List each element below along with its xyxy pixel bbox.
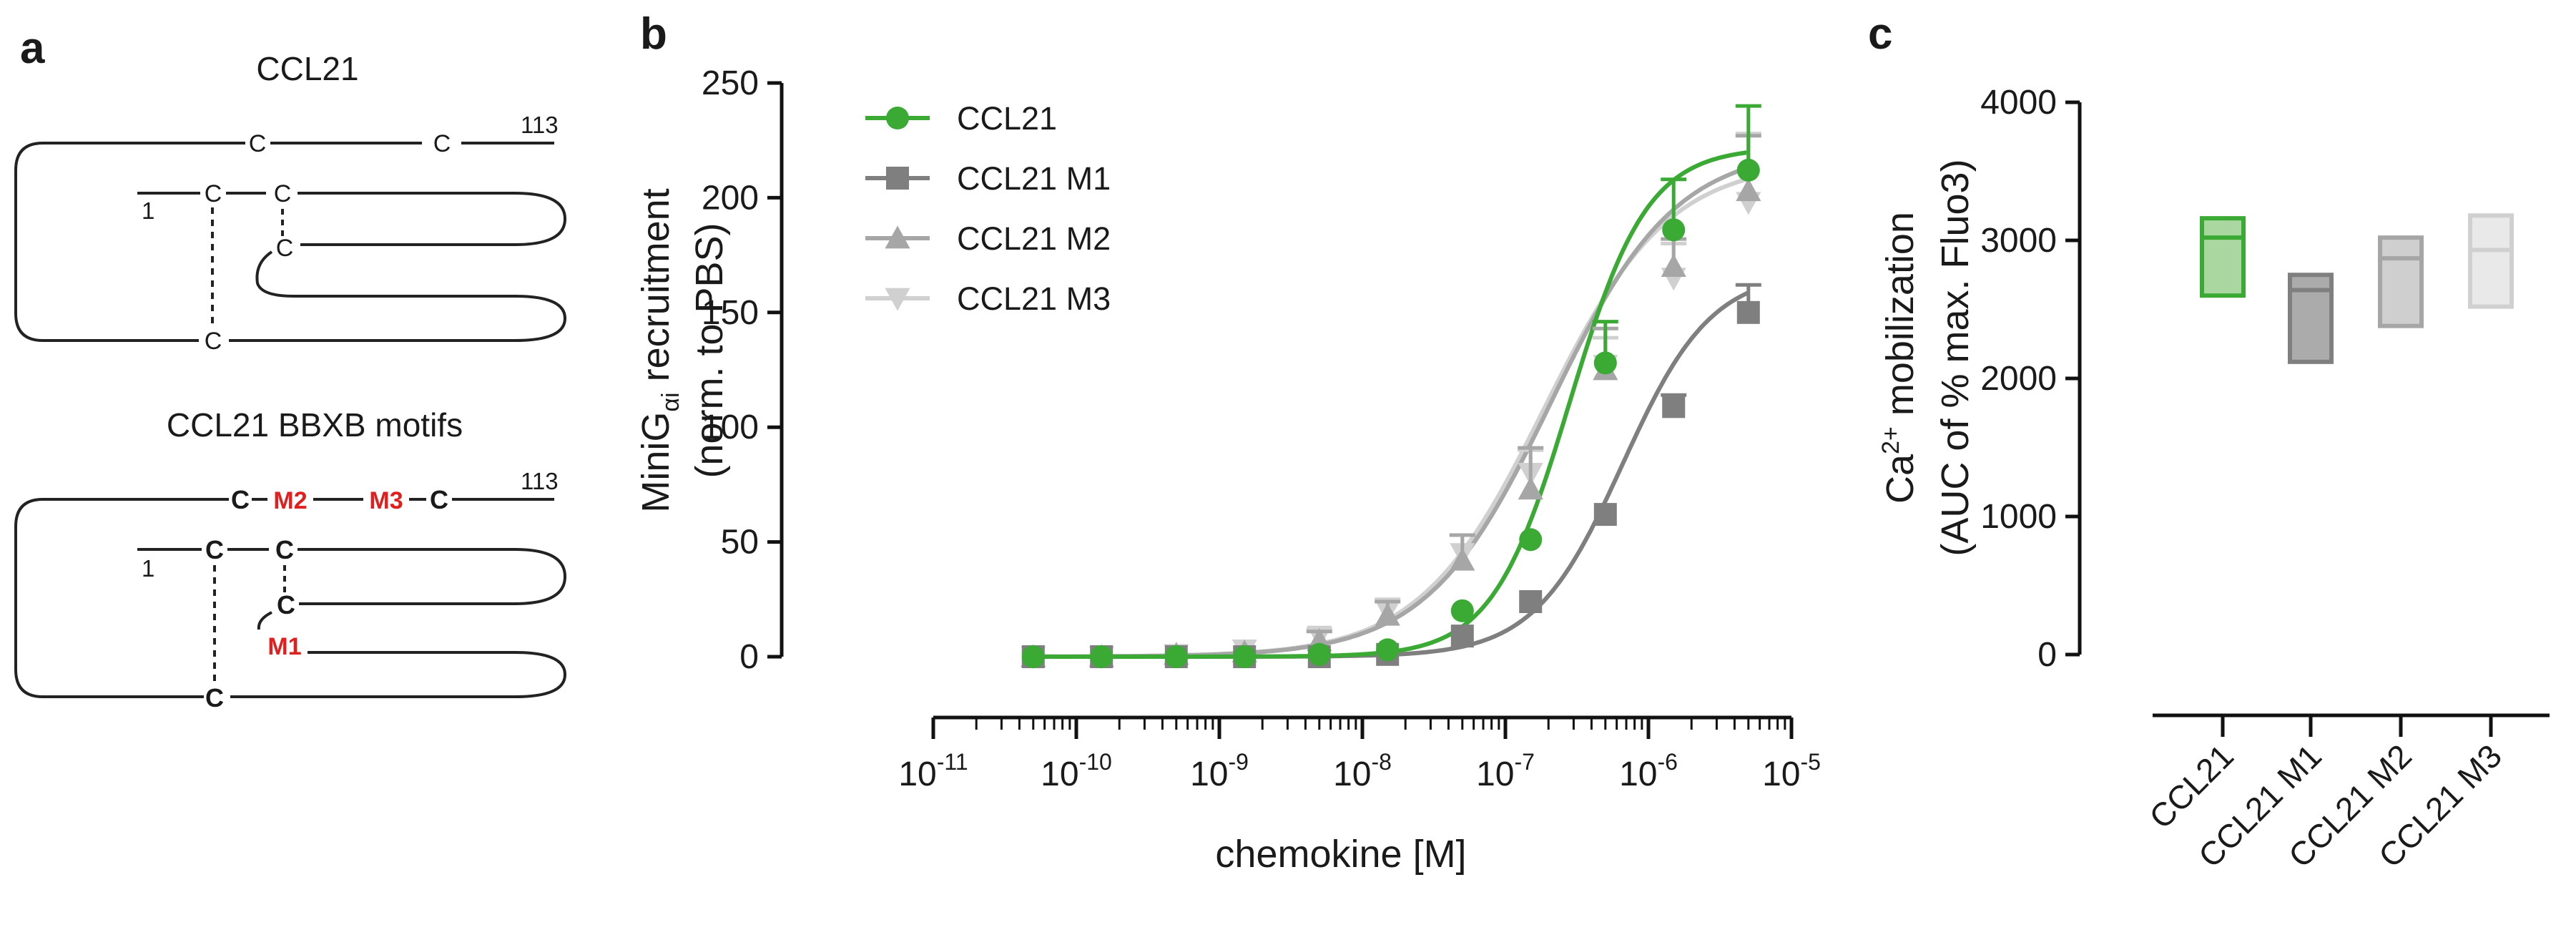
y-axis-label-c-main: Ca: [1879, 454, 1922, 504]
y-tick-label-c: 4000: [1980, 84, 2057, 122]
y-axis-label-c-rest: mobilization: [1879, 212, 1922, 426]
point-ccl21-m1: [1593, 503, 1617, 527]
y-tick-label-b: 200: [702, 179, 759, 217]
diag-top-cys-b: C: [433, 130, 451, 157]
y-axis-label-b-sub: αi: [657, 392, 684, 411]
point-ccl21: [1233, 645, 1257, 668]
x-tick-label-b: 10-11: [898, 749, 968, 793]
diag-top-residue-start: 1: [142, 197, 154, 224]
diagram-ccl21-bbxb: CCL21 BBXB motifs C C C C C C M2 M3 M1 1…: [14, 406, 567, 712]
point-ccl21: [1593, 351, 1617, 375]
y-axis-label-b-main: MiniG: [634, 412, 677, 513]
diagram-top-backbone-outer: [14, 142, 245, 342]
point-ccl21-m2: [1736, 178, 1761, 202]
panel-label-c: c: [1868, 9, 1892, 59]
diag-top-cys-d: C: [274, 180, 292, 207]
diag-top-cys-a: C: [249, 130, 267, 157]
x-tick-label-b: 10-8: [1333, 749, 1392, 793]
y-axis-label-b-rest: recruitment: [634, 188, 677, 392]
x-tick-label-b: 10-5: [1762, 749, 1821, 793]
point-ccl21-m1: [1736, 300, 1760, 324]
point-ccl21-m2: [1450, 547, 1475, 571]
point-ccl21: [1090, 645, 1114, 668]
y-axis-label-c: Ca2+ mobilization: [1877, 212, 1922, 504]
y-tick-label-c: 1000: [1980, 498, 2057, 536]
motif-m1: M1: [267, 633, 301, 660]
fit-curve-ccl21: [1033, 150, 1749, 659]
legend-label-ccl21: CCL21: [957, 100, 1057, 137]
box-ccl21-m3: [2468, 213, 2514, 309]
legend-marker-ccl21: [886, 107, 909, 129]
diag-bottom-cys-d: C: [275, 535, 294, 564]
box-ccl21: [2200, 216, 2246, 298]
diagram-bottom-backbone-outer: [14, 498, 229, 698]
legend-marker-ccl21-m2: [885, 225, 910, 249]
diag-top-cys-e: C: [276, 235, 294, 262]
y-tick-label-b: 100: [702, 408, 759, 446]
point-ccl21: [1736, 158, 1760, 182]
legend-label-ccl21-m2: CCL21 M2: [957, 220, 1111, 257]
diag-top-cys-f: C: [205, 328, 222, 355]
diagram-bottom-hairpin-2: [230, 611, 567, 698]
diag-top-residue-end: 113: [521, 112, 559, 138]
y-axis-label-c-sup: 2+: [1877, 426, 1904, 454]
legend-label-ccl21-m1: CCL21 M1: [957, 160, 1111, 197]
diag-top-cys-c: C: [205, 180, 222, 207]
diag-bottom-cys-e: C: [277, 590, 295, 620]
y-tick-label-b: 250: [702, 64, 759, 102]
legend-marker-ccl21-m1: [886, 167, 909, 190]
point-ccl21: [1662, 218, 1686, 242]
y-axis-label-b-line2: (norm. to PBS): [688, 222, 731, 478]
diagram-top-hairpin-2: [229, 250, 567, 342]
x-tick-label-b: 10-9: [1190, 749, 1249, 793]
point-ccl21-m1: [1662, 395, 1686, 418]
x-tick-label-b: 10-6: [1619, 749, 1678, 793]
y-axis-label-b: MiniGαi recruitment: [634, 188, 684, 512]
fit-curve-ccl21-m2: [1033, 165, 1749, 659]
diag-bottom-residue-start: 1: [142, 555, 154, 582]
diag-bottom-residue-end: 113: [521, 468, 559, 494]
x-tick-label-b: 10-7: [1476, 749, 1535, 793]
point-ccl21-m2: [1661, 254, 1686, 278]
point-ccl21: [1376, 638, 1400, 662]
x-tick-label-b: 10-10: [1041, 749, 1112, 793]
calcium-chart: Ca2+ mobilization (AUC of % max. Fluo3) …: [1877, 84, 2550, 875]
point-ccl21: [1164, 645, 1188, 668]
motif-m2: M2: [273, 487, 307, 514]
diagram-ccl21: CCL21 C C C C C C 1 113: [14, 50, 567, 355]
diag-bottom-cys-f: C: [205, 683, 224, 712]
point-ccl21: [1307, 642, 1331, 666]
diagram-title-top: CCL21: [256, 50, 358, 87]
x-axis-label-b: chemokine [M]: [1215, 833, 1466, 876]
y-tick-label-c: 3000: [1980, 222, 2057, 260]
y-tick-label-c: 2000: [1980, 360, 2057, 398]
panel-label-b: b: [640, 9, 667, 59]
point-ccl21: [1021, 645, 1045, 668]
y-tick-label-c: 0: [2037, 636, 2057, 674]
diag-bottom-cys-b: C: [430, 485, 448, 514]
motif-m3: M3: [369, 487, 403, 514]
point-ccl21-m1: [1450, 625, 1474, 648]
diagram-top-hairpin-1: [298, 192, 567, 246]
diag-bottom-cys-c: C: [205, 535, 224, 564]
panel-label-a: a: [20, 24, 45, 73]
y-tick-label-b: 150: [702, 294, 759, 332]
point-ccl21: [1519, 528, 1543, 552]
point-ccl21-m1: [1519, 590, 1543, 614]
legend-label-ccl21-m3: CCL21 M3: [957, 280, 1111, 317]
point-ccl21-m2: [1518, 476, 1543, 500]
y-axis-label-c-line2: (AUC of % max. Fluo3): [1934, 159, 1977, 556]
diag-bottom-cys-a: C: [231, 485, 250, 514]
legend-marker-ccl21-m3: [885, 288, 910, 311]
dose-response-chart: MiniGαi recruitment (norm. to PBS) chemo…: [634, 64, 1821, 876]
box-ccl21-m2: [2378, 235, 2424, 328]
y-tick-label-b: 0: [739, 638, 759, 676]
y-tick-label-b: 50: [721, 524, 759, 562]
point-ccl21: [1450, 599, 1474, 622]
diagram-title-bottom: CCL21 BBXB motifs: [167, 406, 463, 444]
point-ccl21-m2: [1375, 602, 1400, 626]
diagram-bottom-hairpin-1: [298, 548, 567, 605]
fit-curve-ccl21-m3: [1033, 177, 1749, 659]
